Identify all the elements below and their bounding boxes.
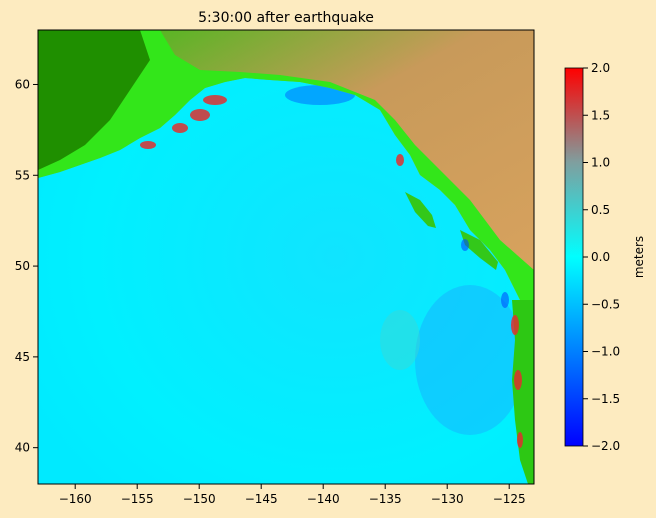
x-axis: −160 −155 −150 −145 −140 −135 −130 −125 <box>59 484 526 506</box>
map-title: 5:30:00 after earthquake <box>198 10 374 26</box>
x-tick-label: −145 <box>245 492 278 506</box>
wave-highs <box>140 95 523 448</box>
x-tick-label: −125 <box>493 492 526 506</box>
x-tick-label: −135 <box>369 492 402 506</box>
colorbar-tick-label: 1.5 <box>591 108 610 122</box>
land-coastal-green <box>38 30 534 300</box>
colorbar-tick-label: 0.5 <box>591 203 610 217</box>
y-axis: 60 55 50 45 40 <box>15 77 38 455</box>
colorbar <box>564 67 584 447</box>
y-tick-label: 60 <box>15 77 30 91</box>
ocean-patch <box>380 310 420 370</box>
x-tick-label: −150 <box>183 492 216 506</box>
colorbar-tick-label: −0.5 <box>591 297 620 311</box>
colorbar-axis: 2.0 1.5 1.0 0.5 0.0 −0.5 −1.0 −1.5 −2.0 <box>583 61 620 453</box>
y-tick-label: 45 <box>15 350 30 364</box>
colorbar-tick-label: 2.0 <box>591 61 610 75</box>
x-tick-label: −140 <box>307 492 340 506</box>
land-island <box>405 192 436 228</box>
x-tick-label: −130 <box>431 492 464 506</box>
colorbar-tick-label: −1.0 <box>591 345 620 359</box>
y-tick-label: 55 <box>15 168 30 182</box>
land-lowland <box>38 30 150 170</box>
y-tick-label: 50 <box>15 259 30 273</box>
colorbar-label: meters <box>632 236 646 278</box>
colorbar-tick-label: −1.5 <box>591 392 620 406</box>
x-tick-label: −155 <box>121 492 154 506</box>
land-island <box>460 230 498 270</box>
ocean-trough <box>415 285 525 435</box>
y-tick-label: 40 <box>15 441 30 455</box>
map-area <box>38 30 534 484</box>
x-tick-label: −160 <box>59 492 92 506</box>
colorbar-tick-label: 0.0 <box>591 250 610 264</box>
wave-lows <box>461 239 509 308</box>
colorbar-tick-label: 1.0 <box>591 156 610 170</box>
colorbar-tick-label: −2.0 <box>591 439 620 453</box>
map-frame <box>37 29 535 485</box>
